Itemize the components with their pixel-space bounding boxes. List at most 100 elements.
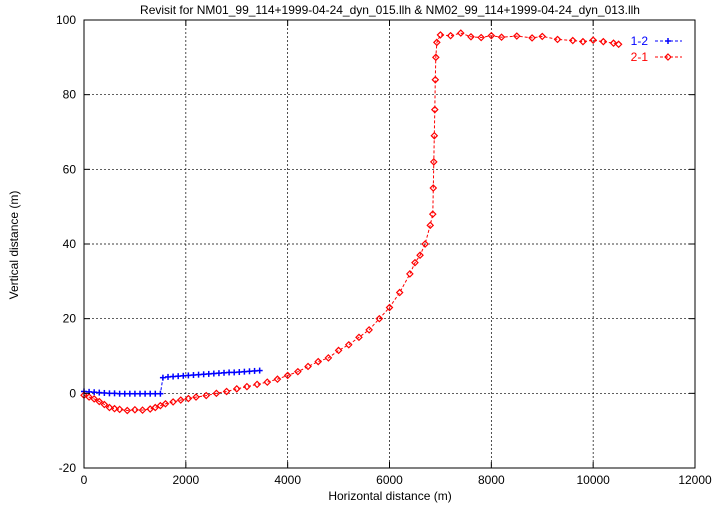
x-axis-label: Horizontal distance (m)	[328, 489, 451, 503]
y-tick-label: 20	[63, 312, 77, 326]
data-point	[180, 372, 187, 379]
data-point	[251, 367, 258, 374]
grid	[84, 20, 695, 468]
data-point	[202, 391, 211, 400]
data-point	[131, 390, 138, 397]
data-point	[433, 38, 441, 47]
x-tick-label: 0	[81, 473, 88, 487]
data-point	[116, 390, 123, 397]
y-tick-label: 0	[69, 386, 76, 400]
data-point	[294, 367, 302, 376]
data-point	[100, 400, 109, 409]
data-point	[568, 36, 577, 45]
data-point	[314, 357, 323, 366]
data-point	[579, 37, 587, 46]
data-point	[215, 370, 222, 377]
data-point	[231, 369, 238, 376]
data-point	[553, 35, 562, 44]
x-tick-label: 6000	[376, 473, 403, 487]
data-point	[212, 389, 221, 398]
data-point	[416, 251, 424, 260]
data-point	[436, 31, 445, 39]
data-point	[243, 382, 251, 391]
data-point	[222, 387, 231, 396]
data-point	[137, 390, 144, 397]
data-point	[365, 326, 373, 334]
data-point	[232, 385, 241, 393]
data-point	[106, 390, 113, 397]
data-point	[151, 403, 160, 412]
data-point	[609, 39, 618, 47]
data-point	[355, 333, 363, 342]
data-point	[185, 372, 192, 379]
data-point	[147, 390, 154, 397]
y-tick-label: 40	[63, 237, 77, 251]
data-point	[426, 221, 435, 230]
data-point	[226, 369, 233, 376]
x-tick-label: 10000	[576, 473, 610, 487]
data-point	[406, 270, 414, 278]
data-point	[96, 389, 103, 396]
data-point	[429, 158, 438, 166]
data-point	[156, 401, 165, 410]
data-point	[334, 346, 343, 355]
data-point	[165, 373, 172, 380]
data-point	[101, 389, 108, 396]
data-point	[111, 390, 118, 397]
data-point	[477, 33, 485, 42]
data-point	[241, 368, 248, 375]
data-point	[430, 131, 439, 140]
y-tick-label: 80	[63, 88, 77, 102]
data-point	[192, 393, 200, 401]
legend: 1-22-1	[631, 34, 682, 64]
legend-label: 2-1	[631, 50, 649, 64]
data-point	[184, 394, 193, 403]
data-point	[446, 31, 455, 40]
data-point	[221, 369, 228, 376]
data-point	[429, 184, 438, 192]
data-point	[344, 340, 353, 349]
data-point	[159, 374, 166, 381]
data-point	[304, 362, 312, 371]
data-point	[283, 371, 292, 380]
data-point	[176, 396, 185, 404]
data-point	[142, 390, 149, 397]
data-point	[497, 33, 506, 42]
x-tick-label: 12000	[678, 473, 712, 487]
data-point	[263, 378, 272, 386]
data-point	[110, 404, 119, 413]
data-point	[123, 406, 132, 415]
data-point	[210, 370, 217, 377]
x-tick-label: 8000	[478, 473, 505, 487]
data-point	[431, 53, 440, 62]
data-point	[487, 31, 496, 40]
data-point	[395, 288, 404, 297]
data-point	[614, 40, 623, 49]
data-point	[253, 380, 261, 389]
data-point	[375, 314, 384, 323]
data-point	[385, 303, 394, 312]
data-point	[256, 367, 263, 374]
data-point	[126, 390, 133, 397]
x-tick-label: 2000	[172, 473, 199, 487]
data-point	[467, 32, 475, 41]
data-point	[324, 354, 333, 362]
data-point	[456, 29, 465, 37]
data-point	[121, 390, 128, 397]
chart-title: Revisit for NM01_99_114+1999-04-24_dyn_0…	[140, 3, 640, 17]
data-point	[170, 373, 177, 380]
data-point	[421, 240, 429, 248]
data-point	[528, 34, 536, 42]
data-point	[91, 389, 98, 396]
data-point	[589, 36, 598, 45]
data-point	[411, 258, 419, 267]
data-point	[599, 37, 608, 46]
legend-marker	[665, 38, 671, 44]
data-point	[138, 406, 147, 414]
data-point	[205, 370, 212, 377]
data-point	[190, 372, 197, 379]
data-point	[95, 397, 104, 406]
data-point	[246, 368, 253, 375]
data-point	[157, 390, 164, 397]
